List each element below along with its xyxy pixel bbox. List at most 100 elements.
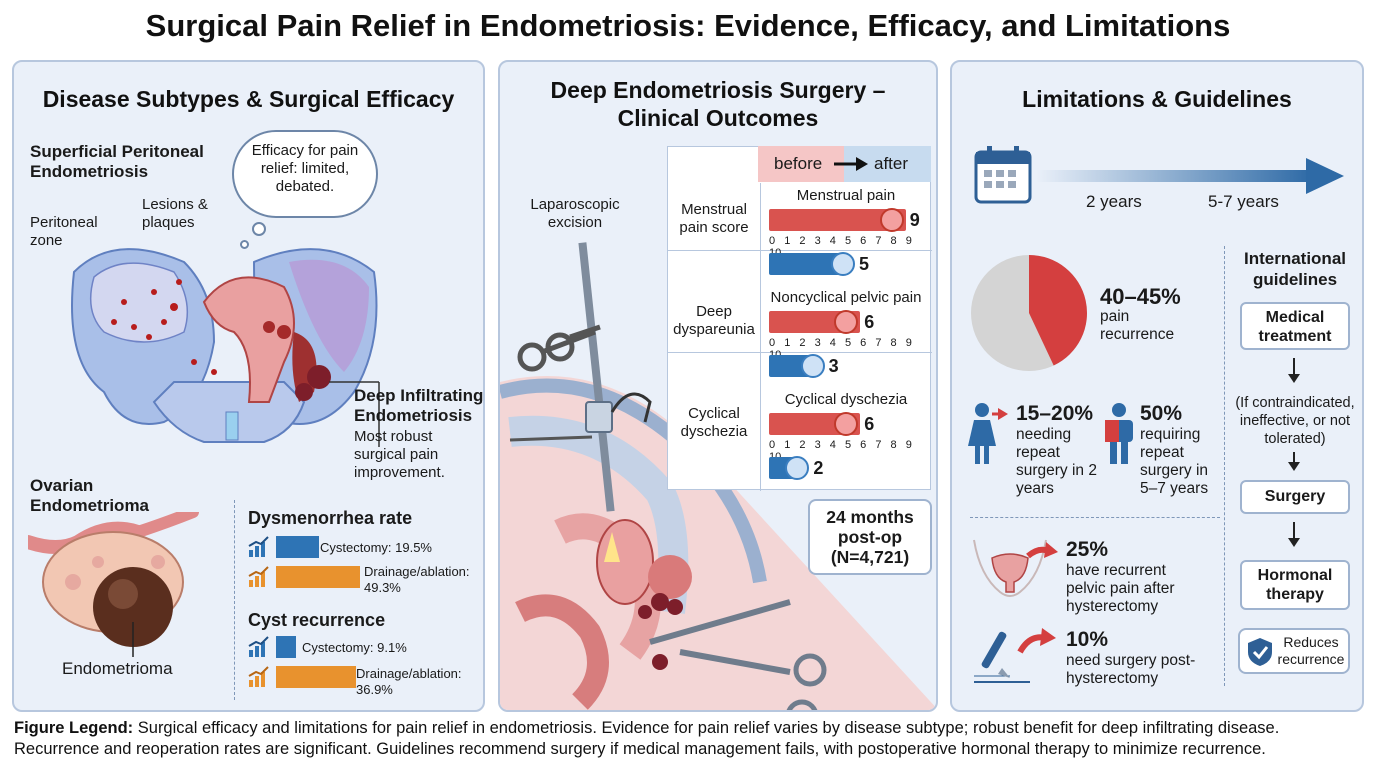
deep-heading: Deep Infiltrating Endometriosis [354, 386, 484, 425]
divider [1224, 246, 1225, 686]
scale-tick: 6 [860, 337, 867, 349]
sad-face-icon [834, 412, 859, 436]
bubble-dot [240, 240, 249, 249]
pie-slice-recurrence [1029, 255, 1087, 366]
happy-face-icon [831, 252, 855, 276]
ovarian-heading: Ovarian Endometrioma [30, 476, 150, 515]
recurrence-text: pain recurrence [1100, 308, 1175, 343]
scale-tick: 6 [860, 439, 867, 451]
scale-tick: 3 [814, 439, 821, 451]
hyst-10-value: 10% [1066, 628, 1109, 651]
row-title: Menstrual pain [796, 187, 896, 204]
shield-check-icon [1248, 638, 1272, 666]
scale-tick: 6 [860, 235, 867, 247]
scale-tick: 3 [814, 235, 821, 247]
scale-tick: 0 [769, 235, 776, 247]
calendar-icon [974, 146, 1032, 204]
hyst-25-text: have recurrent pelvic pain after hystere… [1066, 562, 1175, 615]
figure-legend: Figure Legend: Surgical efficacy and lim… [14, 718, 1364, 760]
endometrioma-illustration [28, 512, 199, 657]
chart-growth-icon [248, 566, 269, 587]
scale-tick: 8 [890, 337, 897, 349]
contra-text: (If contraindicated, ineffective, or not… [1235, 395, 1355, 447]
panel-disease-subtypes: Disease Subtypes & Surgical Efficacy Sup… [12, 60, 485, 712]
panel1-title: Disease Subtypes & Surgical Efficacy [42, 86, 455, 112]
row-label-dyschezia: Cyclical dyschezia [680, 405, 748, 440]
reduces-text: Reduces recurrence [1277, 634, 1345, 667]
bar-after [769, 253, 845, 275]
scale-tick: 1 [784, 235, 791, 247]
score-after: 5 [859, 254, 870, 274]
legend-label: Figure Legend: [14, 719, 134, 737]
repeat-50-text: requiring repeat surgery in 5–7 years [1140, 426, 1209, 497]
label-peritoneal: Peritoneal zone [30, 214, 98, 249]
scale-tick: 4 [829, 439, 836, 451]
bar-dysmenorrhea-cystectomy [276, 536, 320, 558]
bar-dysmenorrhea-drainage [276, 566, 360, 588]
scale-tick: 2 [799, 337, 806, 349]
sad-face-icon [879, 208, 904, 232]
scale-tick: 4 [829, 337, 836, 349]
bar-before [769, 209, 906, 231]
cyst-heading: Cyst recurrence [248, 610, 386, 630]
label-dysmenorrhea-cystectomy: Cystectomy: 19.5% [320, 540, 432, 555]
scale-tick: 7 [875, 235, 882, 247]
repeat-15-value: 15–20% [1016, 402, 1094, 425]
label-lesions: Lesions & plaques [142, 196, 208, 231]
person-icon [1105, 403, 1133, 464]
scale-tick: 0 [769, 337, 776, 349]
flow-arrow-head [1288, 538, 1300, 547]
row-title: Cyclical dyschezia [784, 391, 908, 408]
happy-face-icon [785, 456, 810, 480]
row-title: Noncyclical pelvic pain [770, 289, 922, 306]
hyst-25-value: 25% [1066, 538, 1109, 561]
score-after: 3 [828, 356, 839, 376]
happy-face-icon [800, 354, 825, 378]
scale-tick: 3 [814, 337, 821, 349]
bubble-dot [252, 222, 266, 236]
scale-tick: 5 [844, 337, 852, 349]
guidelines-heading: International guidelines [1243, 249, 1346, 289]
sad-face-icon [834, 310, 859, 334]
scale-tick: 8 [890, 235, 897, 247]
scale-tick: 2 [799, 439, 806, 451]
woman-icon [968, 403, 1008, 464]
reduces-recurrence-box: Reduces recurrence [1238, 628, 1350, 674]
panel-deep-surgery: Deep Endometriosis Surgery – Clinical Ou… [498, 60, 938, 712]
superficial-heading: Superficial Peritoneal Endometriosis [30, 142, 204, 181]
arrow-right-icon [834, 157, 868, 171]
row-label-dyspareunia: Deep dyspareunia [673, 303, 755, 338]
box-surgery: Surgery [1240, 480, 1350, 514]
flow-arrow-head [1288, 462, 1300, 471]
outcomes-table: Menstrual pain score Deep dyspareunia Cy… [667, 146, 932, 491]
legend-text: Surgical efficacy and limitations for pa… [14, 719, 1280, 758]
chart-growth-icon [248, 536, 269, 557]
timeline-arrow [1036, 158, 1344, 194]
chart-growth-icon [248, 666, 269, 687]
label-cyst-cystectomy: Cystectomy: 9.1% [302, 640, 407, 655]
recurrence-value: 40–45% [1100, 284, 1181, 309]
page-title: Surgical Pain Relief in Endometriosis: E… [145, 8, 1231, 43]
pelvis-illustration [71, 248, 380, 447]
bar-cyst-drainage [276, 666, 356, 688]
postop-box: 24 months post-op (N=4,721) [808, 499, 932, 575]
panel-limitations: Limitations & Guidelines 2 years 5-7 yea… [950, 60, 1364, 712]
uterus-icon [973, 539, 1058, 597]
panel3-title: Limitations & Guidelines [1022, 86, 1292, 112]
scale-tick: 1 [784, 337, 791, 349]
scale-tick: 1 [784, 439, 791, 451]
scale-tick: 4 [829, 235, 836, 247]
thought-bubble: Efficacy for pain relief: limited, debat… [232, 130, 378, 218]
scale-tick: 0 [769, 439, 776, 451]
timeline-2-years: 2 years [1086, 192, 1142, 211]
dysmenorrhea-heading: Dysmenorrhea rate [248, 508, 413, 528]
repeat-15-text: needing repeat surgery in 2 years [1016, 426, 1097, 497]
score-after: 2 [813, 458, 824, 478]
flow-arrow [1293, 358, 1295, 376]
flow-arrow [1293, 452, 1295, 464]
scalpel-icon [974, 628, 1056, 683]
label-cyst-drainage: Drainage/ablation: 36.9% [356, 666, 462, 697]
panel2-title: Deep Endometriosis Surgery – Clinical Ou… [550, 77, 886, 131]
score-before: 9 [909, 210, 920, 230]
label-dysmenorrhea-drainage: Drainage/ablation: 49.3% [364, 564, 470, 595]
